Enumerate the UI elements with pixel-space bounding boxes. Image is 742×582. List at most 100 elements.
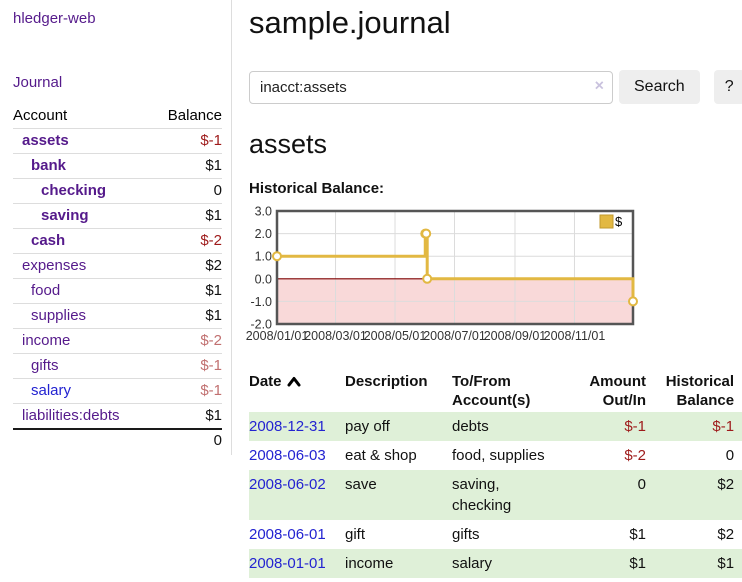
register-row: 2008-06-02 save saving, checking 0 $2 [249, 470, 742, 520]
brand-link[interactable]: hledger-web [13, 10, 96, 27]
search-form: × Search ? [249, 70, 742, 104]
register-date-link[interactable]: 2008-06-01 [249, 526, 326, 543]
sidebar-account-link[interactable]: saving [41, 207, 89, 224]
sidebar-account-link[interactable]: bank [31, 157, 67, 174]
account-cell: income [13, 328, 118, 354]
account-row: salary $-1 [13, 378, 222, 404]
account-cell: cash [13, 228, 118, 254]
register-date-cell: 2008-01-01 [249, 549, 345, 578]
account-row: gifts $-1 [13, 353, 222, 379]
register-balance-cell: $2 [717, 476, 735, 493]
sidebar: hledger-web Journal Account Balance asse… [0, 0, 232, 455]
register-date-cell: 2008-12-31 [249, 412, 345, 441]
account-row: bank $1 [13, 153, 222, 179]
register-description-cell: gift [345, 526, 366, 543]
register-amount-cell: 0 [637, 476, 646, 493]
register-header-description: Description [345, 373, 428, 390]
sidebar-account-link[interactable]: assets [22, 132, 69, 149]
sidebar-account-link[interactable]: cash [31, 232, 66, 249]
account-cell: expenses [13, 253, 118, 279]
account-balance: $-2 [117, 228, 222, 254]
svg-text:0.0: 0.0 [255, 272, 272, 286]
chart-title: Historical Balance: [249, 180, 385, 197]
account-row: saving $1 [13, 203, 222, 229]
account-tree: assets $-1 bank $1 checking 0 saving $1 cash $-2 e… [13, 128, 222, 430]
register-row: 2008-01-01 income salary $1 $1 [249, 549, 742, 578]
accounts-total-spacer [13, 429, 118, 453]
account-balance: 0 [117, 178, 222, 204]
sidebar-account-link[interactable]: income [22, 332, 71, 349]
register-header-date-label: Date [249, 373, 282, 390]
register-balance-cell: $-1 [712, 418, 735, 435]
search-input-wrap: × [249, 70, 613, 104]
account-cell: gifts [13, 353, 118, 379]
register-amount-cell: $-2 [624, 447, 646, 464]
account-balance: $1 [117, 203, 222, 229]
svg-text:2008/09/01: 2008/09/01 [484, 329, 547, 343]
accounts-header-balance: Balance [117, 104, 222, 129]
account-row: assets $-1 [13, 128, 222, 154]
search-input[interactable] [249, 70, 613, 104]
sidebar-account-link[interactable]: salary [31, 382, 72, 399]
accounts-table: Account Balance assets $-1 bank $1 checking 0… [13, 104, 222, 453]
sidebar-account-link[interactable]: expenses [22, 257, 87, 274]
register-accounts-cell: gifts [452, 526, 480, 543]
register-accounts-cell: salary [452, 555, 493, 572]
register-description-cell: income [345, 555, 394, 572]
account-cell: supplies [13, 303, 118, 329]
register-date-cell: 2008-06-02 [249, 470, 345, 520]
register-table: Date Description To/From Account(s) Amou… [249, 370, 742, 578]
register-date-cell: 2008-06-03 [249, 441, 345, 470]
register-date-link[interactable]: 2008-06-02 [249, 476, 326, 493]
svg-text:2008/07/01: 2008/07/01 [423, 329, 486, 343]
account-balance: $1 [117, 403, 222, 430]
register-row: 2008-06-01 gift gifts $1 $2 [249, 520, 742, 549]
svg-text:-1.0: -1.0 [250, 295, 272, 309]
account-row: food $1 [13, 278, 222, 304]
account-balance: $-1 [117, 353, 222, 379]
register-description-cell: eat & shop [345, 447, 417, 464]
account-cell: liabilities:debts [13, 403, 120, 430]
register-row: 2008-12-31 pay off debts $-1 $-1 [249, 412, 742, 441]
register-balance-cell: 0 [725, 447, 735, 464]
sidebar-account-link[interactable]: food [31, 282, 61, 299]
account-balance: $1 [117, 278, 222, 304]
accounts-header-account: Account [13, 104, 118, 129]
svg-text:1.0: 1.0 [255, 250, 272, 264]
sidebar-account-link[interactable]: checking [41, 182, 107, 199]
account-cell: food [13, 278, 118, 304]
register-date-link[interactable]: 2008-01-01 [249, 555, 326, 572]
svg-text:2.0: 2.0 [255, 227, 272, 241]
svg-text:2008/11/01: 2008/11/01 [544, 329, 606, 343]
sidebar-account-link[interactable]: liabilities:debts [22, 407, 120, 424]
register-amount-cell: $1 [629, 555, 646, 572]
register-accounts-cell: debts [452, 418, 489, 435]
account-row: checking 0 [13, 178, 222, 204]
help-button[interactable]: ? [713, 70, 742, 104]
register-header-balance: Historical Balance [665, 373, 735, 409]
register-amount-cell: $1 [629, 526, 646, 543]
account-balance: $-1 [117, 128, 222, 154]
svg-text:$: $ [615, 214, 623, 229]
main-content: sample.journal × Search ? assets Histori… [232, 0, 742, 578]
account-balance: $1 [117, 153, 222, 179]
register-header-row: Date Description To/From Account(s) Amou… [249, 370, 742, 412]
sidebar-account-link[interactable]: supplies [31, 307, 87, 324]
register-description-cell: save [345, 476, 377, 493]
register-balance-cell: $2 [717, 526, 735, 543]
register-header: Date Description To/From Account(s) Amou… [249, 370, 742, 412]
register-header-accounts: To/From Account(s) [452, 373, 531, 409]
account-cell: assets [13, 128, 118, 154]
register-date-link[interactable]: 2008-06-03 [249, 447, 326, 464]
register-description-cell: pay off [345, 418, 390, 435]
sidebar-account-link[interactable]: gifts [31, 357, 59, 374]
search-button[interactable]: Search [619, 70, 700, 104]
register-header-date[interactable]: Date [249, 370, 345, 412]
sidebar-item-journal[interactable]: Journal [13, 74, 63, 91]
register-date-link[interactable]: 2008-12-31 [249, 418, 326, 435]
register-header-amount: Amount Out/In [589, 373, 646, 409]
account-balance: $-1 [117, 378, 222, 404]
clear-search-icon[interactable]: × [594, 77, 604, 95]
account-row: liabilities:debts $1 [13, 403, 222, 430]
